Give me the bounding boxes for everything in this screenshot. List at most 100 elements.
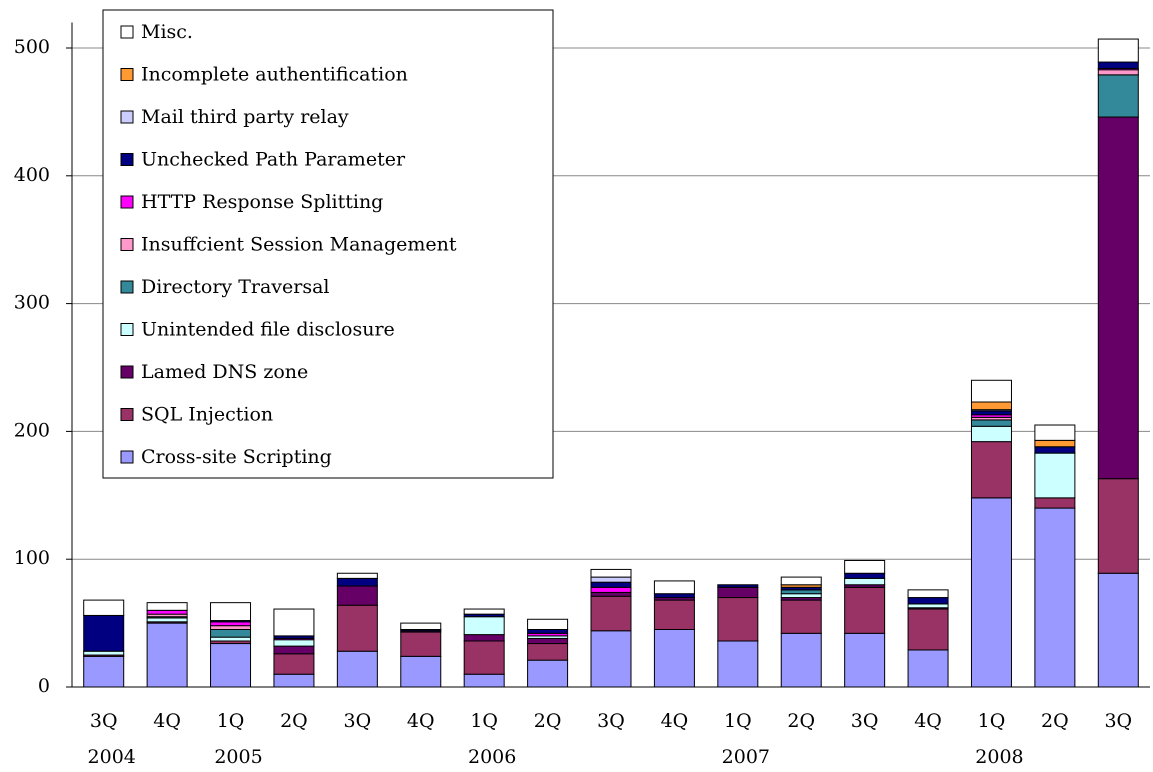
legend-swatch (120, 280, 134, 294)
y-tick-label: 500 (14, 36, 50, 58)
bar-segment (336, 572, 378, 579)
bar-segment (463, 640, 505, 675)
legend-box (102, 9, 554, 479)
x-tick-label: 1Q (470, 710, 498, 732)
x-tick-label: 2Q (1041, 710, 1069, 732)
bar-segment (527, 643, 569, 661)
x-tick-label: 3Q (597, 710, 625, 732)
bar-segment (844, 577, 886, 586)
bar-segment (970, 379, 1012, 403)
legend-swatch (120, 25, 134, 39)
y-tick-label: 100 (14, 547, 50, 569)
bar-segment (527, 637, 569, 645)
y-tick-label: 200 (14, 419, 50, 441)
bar-segment (907, 603, 949, 609)
legend-label: Misc. (141, 21, 193, 43)
bar-segment (590, 586, 632, 593)
bar-segment (83, 599, 125, 616)
bar-segment (1034, 497, 1076, 509)
legend-label: Insuffcient Session Management (141, 234, 457, 256)
bar-segment (907, 608, 949, 651)
legend-label: HTTP Response Splitting (141, 191, 383, 213)
bar-segment (970, 410, 1012, 416)
bar-segment (146, 617, 188, 623)
bar-segment (463, 673, 505, 688)
bar-segment (653, 580, 695, 595)
bar-segment (210, 643, 252, 688)
bar-segment (273, 639, 315, 647)
y-tick-label: 0 (38, 675, 50, 697)
legend-label: Mail third party relay (141, 106, 349, 128)
bar-segment (907, 649, 949, 688)
legend-label: Unchecked Path Parameter (141, 149, 406, 171)
x-tick-label: 1Q (217, 710, 245, 732)
bar-segment (273, 673, 315, 688)
x-tick-label: 3Q (344, 710, 372, 732)
bar-segment (83, 655, 125, 688)
bar-segment (1097, 116, 1139, 480)
bar-segment (1034, 446, 1076, 454)
y-tick-label: 400 (14, 164, 50, 186)
bar-segment (780, 576, 822, 586)
bar-segment (780, 589, 822, 595)
bar-segment (970, 419, 1012, 427)
bar-segment (907, 597, 949, 605)
bar-segment (1097, 38, 1139, 63)
legend-swatch (120, 110, 134, 124)
legend-label: Cross-site Scripting (141, 446, 332, 468)
bar-segment (590, 630, 632, 688)
x-tick-label: 3Q (851, 710, 879, 732)
x-tick-label: 4Q (153, 710, 181, 732)
bar-segment (1034, 507, 1076, 688)
bar-segment (273, 645, 315, 655)
bar-segment (146, 622, 188, 688)
bar-segment (83, 650, 125, 656)
bar-segment (146, 609, 188, 615)
bar-segment (717, 584, 759, 588)
x-tick-label: 2Q (787, 710, 815, 732)
bar-segment (463, 634, 505, 642)
legend-swatch (120, 238, 134, 251)
bar-segment (844, 572, 886, 579)
bar-segment (780, 632, 822, 688)
y-tick-label: 300 (14, 292, 50, 314)
legend-swatch (120, 323, 134, 336)
bar-segment (273, 653, 315, 675)
year-label: 2008 (975, 746, 1023, 768)
bar-segment (970, 497, 1012, 688)
bar-segment (590, 591, 632, 597)
bar-segment (844, 586, 886, 634)
bar-segment (844, 559, 886, 574)
bar-segment (210, 628, 252, 638)
x-tick-label: 4Q (407, 710, 435, 732)
bar-segment (590, 576, 632, 583)
legend-swatch (120, 195, 134, 209)
bar-segment (527, 628, 569, 634)
bar-segment (717, 586, 759, 599)
year-label: 2005 (214, 746, 262, 768)
bar-segment (780, 599, 822, 634)
bar-segment (907, 589, 949, 599)
bar-segment (717, 597, 759, 642)
legend-swatch (120, 153, 134, 166)
bar-segment (717, 640, 759, 688)
x-tick-label: 4Q (914, 710, 942, 732)
year-label: 2006 (468, 746, 516, 768)
legend-swatch (120, 450, 134, 464)
bar-segment (400, 631, 442, 657)
bar-segment (83, 614, 125, 652)
bar-segment (1034, 439, 1076, 448)
x-tick-label: 3Q (1104, 710, 1132, 732)
legend-label: SQL Injection (141, 404, 273, 426)
bar-segment (653, 599, 695, 630)
bar-segment (273, 608, 315, 637)
bar-segment (1034, 424, 1076, 441)
legend-swatch (120, 408, 134, 421)
x-tick-label: 4Q (661, 710, 689, 732)
bar-segment (146, 602, 188, 611)
bar-segment (400, 622, 442, 630)
legend-label: Directory Traversal (141, 276, 330, 298)
bar-segment (527, 618, 569, 630)
x-tick-label: 1Q (724, 710, 752, 732)
